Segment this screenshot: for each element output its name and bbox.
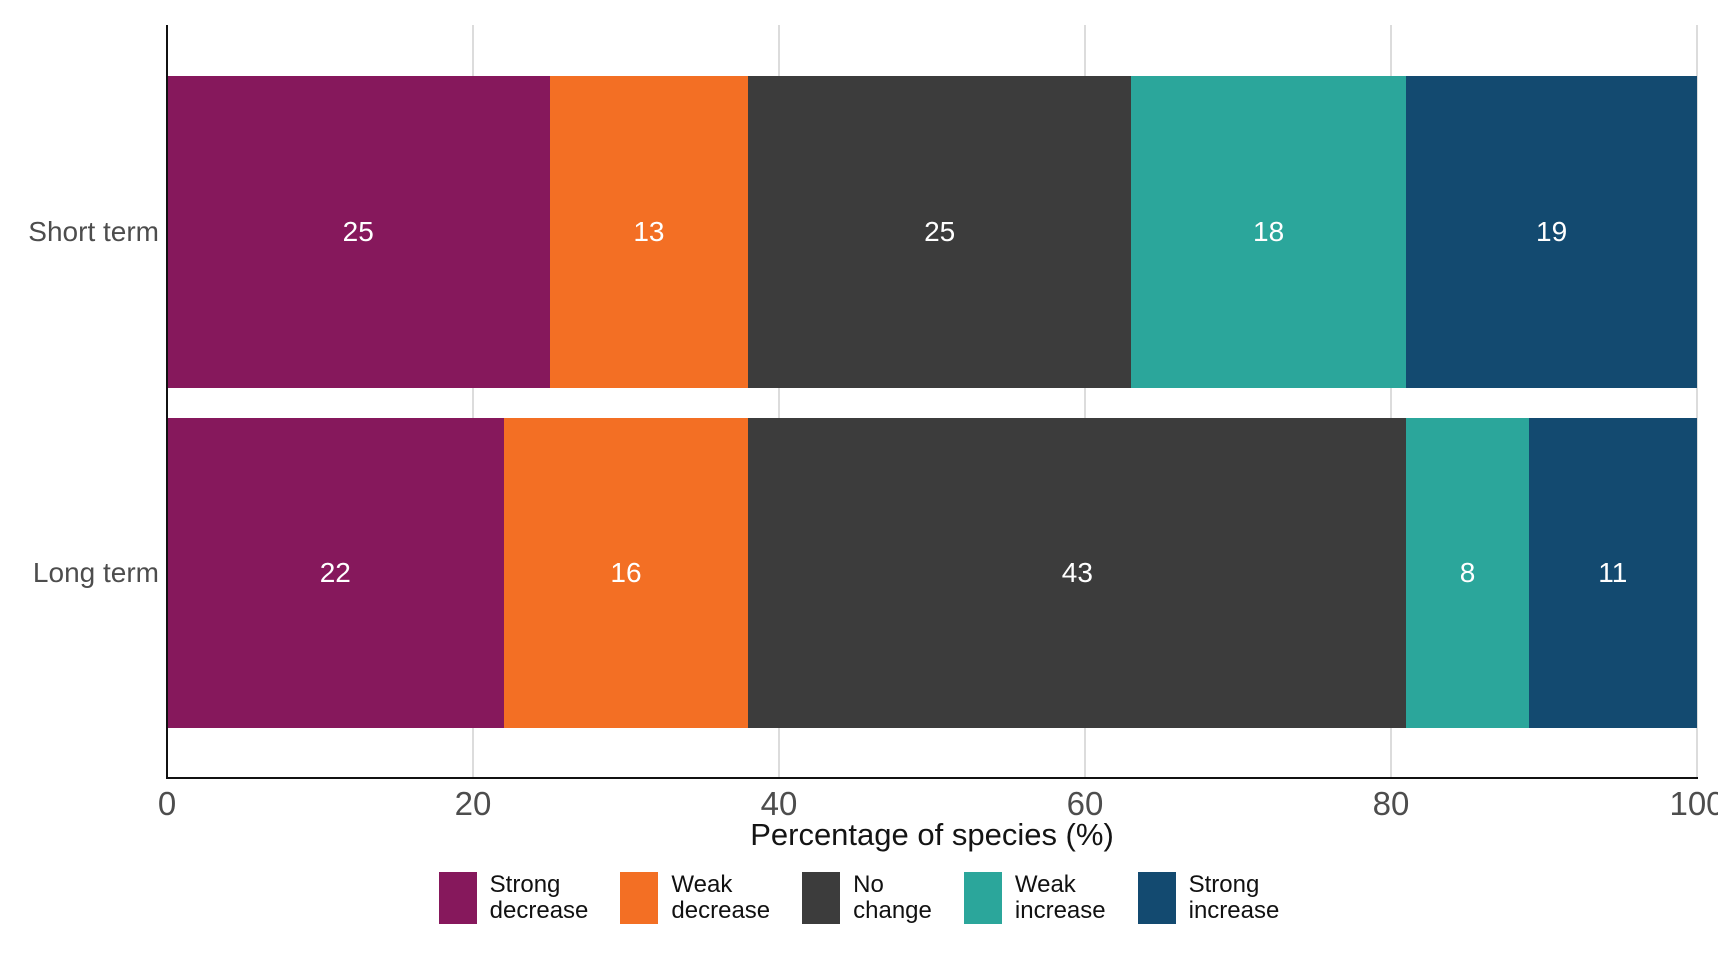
grid-line	[778, 25, 780, 777]
legend-item: Strong increase	[1137, 871, 1280, 924]
x-tick-label: 80	[1372, 785, 1410, 822]
legend: Strong decrease Weak decrease No change Wea…	[0, 872, 1718, 924]
grid-line	[472, 25, 474, 777]
category-label: Long term	[32, 557, 159, 588]
legend-item: Weak decrease	[620, 872, 770, 924]
legend-swatch	[438, 872, 477, 924]
legend-swatch	[963, 872, 1002, 924]
legend-swatch	[802, 872, 841, 924]
legend-label: Strong increase	[1188, 871, 1280, 924]
legend-label: Strong decrease	[489, 871, 589, 924]
x-tick-label: 0	[157, 785, 177, 822]
bar-segment: 25	[748, 76, 1131, 388]
category-label: Short term	[28, 216, 159, 247]
legend-label: Weak increase	[1014, 871, 1106, 924]
x-tick-label: 60	[1066, 785, 1104, 822]
bar-segment: 18	[1130, 76, 1407, 388]
bar-segment-value-label: 19	[1536, 216, 1568, 247]
legend-label: No change	[853, 871, 932, 924]
bar-segment: 19	[1406, 76, 1697, 388]
bar-row: 25 13 25 18 19	[167, 76, 1697, 388]
legend-item: Weak increase	[963, 871, 1106, 924]
x-tick-label: 40	[760, 785, 798, 822]
bar-segment-value-label: 13	[633, 216, 665, 247]
grid-line	[1390, 25, 1392, 777]
legend-label: Weak decrease	[671, 871, 771, 924]
x-axis-line	[166, 777, 1698, 779]
legend-item: No change	[802, 872, 932, 924]
bar-row: 22 16 43 8 11	[167, 418, 1697, 728]
bar-segment-value-label: 25	[342, 216, 374, 247]
bar-segment-value-label: 18	[1253, 216, 1285, 247]
bar-segment: 13	[549, 76, 749, 388]
x-axis-title: Percentage of species (%)	[750, 817, 1114, 852]
legend-item: Strong decrease	[438, 871, 589, 924]
bar-segment: 25	[167, 76, 550, 388]
bar-segment: 43	[748, 418, 1407, 728]
bar-segment-value-label: 43	[1061, 557, 1093, 588]
grid-line	[1084, 25, 1086, 777]
legend-swatch	[620, 872, 659, 924]
bar-segment: 11	[1528, 418, 1697, 728]
bar-segment-value-label: 16	[610, 557, 642, 588]
bar-segment-value-label: 11	[1598, 557, 1628, 588]
bar-segment: 22	[167, 418, 504, 728]
bar-segment-value-label: 25	[924, 216, 956, 247]
bar-segment-value-label: 22	[319, 557, 351, 588]
x-tick-label: 20	[454, 785, 492, 822]
y-axis-line	[166, 25, 168, 779]
legend-swatch	[1137, 872, 1176, 924]
bar-segment: 8	[1406, 418, 1529, 728]
bar-segment-value-label: 8	[1459, 557, 1476, 588]
x-tick-label: 100	[1669, 785, 1718, 822]
bar-segment: 16	[503, 418, 749, 728]
grid-line	[1696, 25, 1698, 777]
